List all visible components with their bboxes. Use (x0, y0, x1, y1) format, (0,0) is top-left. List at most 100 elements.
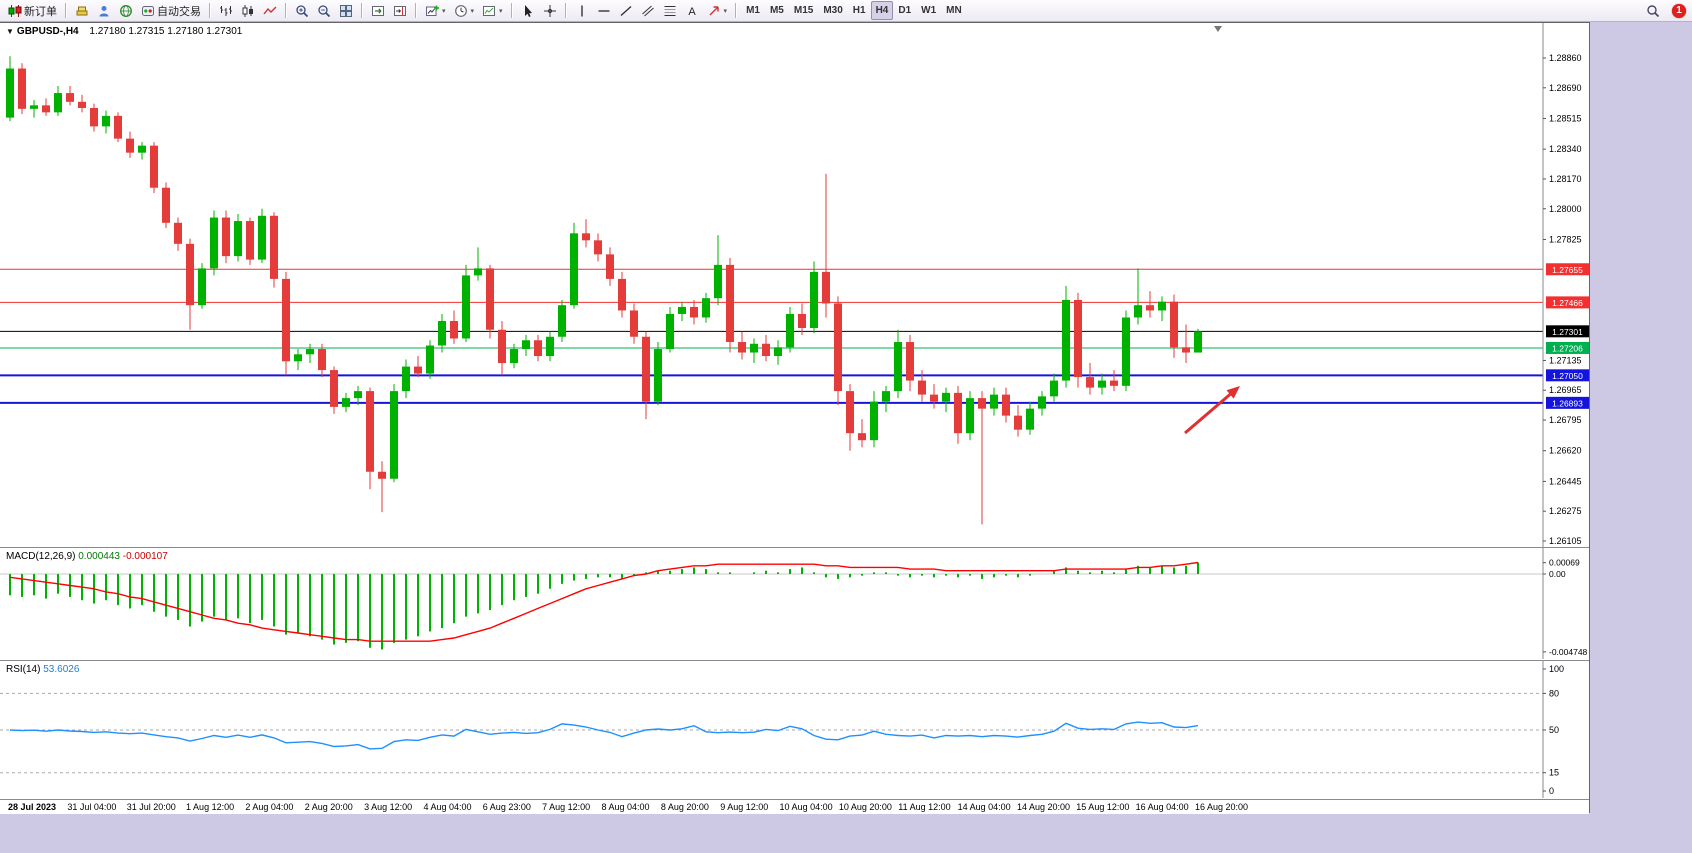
collapse-icon[interactable]: ▼ (6, 27, 14, 36)
community-button[interactable] (115, 1, 137, 20)
chart-shift-button[interactable] (389, 1, 411, 20)
rsi-label: RSI(14) 53.6026 (6, 664, 79, 675)
horizontal-line-button[interactable] (593, 1, 615, 20)
channel-icon (641, 4, 655, 18)
text-button[interactable]: A (681, 1, 703, 20)
arrows-button[interactable]: ▾ (703, 1, 732, 20)
rsi-panel: 100 80 50 15 0 RSI(14) 53.6026 (0, 660, 1589, 799)
profile-button[interactable] (93, 1, 115, 20)
time-label: 8 Aug 04:00 (601, 802, 650, 812)
candle (54, 93, 62, 113)
channel-button[interactable] (637, 1, 659, 20)
chartshift-icon (393, 4, 407, 18)
cursor-button[interactable] (517, 1, 539, 20)
candle (150, 145, 158, 188)
tf-h1-button[interactable]: H1 (848, 1, 871, 20)
tf-m30-button[interactable]: M30 (818, 1, 847, 20)
line-chart-button[interactable] (259, 1, 281, 20)
tf-h4-button[interactable]: H4 (870, 1, 894, 20)
price-tick-label: 1.26275 (1549, 506, 1582, 516)
tf-m15-button[interactable]: M15 (789, 1, 818, 20)
candle (774, 347, 782, 357)
price-tag-label: 1.26893 (1552, 398, 1583, 408)
candle (1110, 380, 1118, 386)
tf-m5-button[interactable]: M5 (765, 1, 789, 20)
macd-name: MACD(12,26,9) (6, 551, 76, 562)
tf-d1-button[interactable]: D1 (893, 1, 916, 20)
zoom-in-button[interactable] (291, 1, 313, 20)
time-axis[interactable]: 28 Jul 2023 31 Jul 04:00 31 Jul 20:00 1 Aug… (0, 799, 1589, 814)
time-label: 10 Aug 20:00 (838, 802, 892, 812)
time-label: 15 Aug 12:00 (1076, 802, 1130, 812)
candle (6, 68, 14, 118)
bar-chart-button[interactable] (215, 1, 237, 20)
templates-button[interactable]: ▾ (478, 1, 507, 20)
candle (366, 391, 374, 472)
vertical-line-button[interactable] (571, 1, 593, 20)
price-tick-label: 1.26445 (1549, 476, 1582, 486)
candle (18, 68, 26, 109)
candle (1014, 415, 1022, 430)
new-chart-button[interactable]: ▾ (421, 1, 450, 20)
auto-trading-button[interactable]: 自动交易 (137, 1, 205, 20)
price-tag (1546, 341, 1589, 354)
cursor-icon (521, 4, 535, 18)
candle-chart-button[interactable] (237, 1, 259, 20)
auto-scroll-button[interactable] (367, 1, 389, 20)
arrow-annotation[interactable] (1184, 389, 1235, 435)
tile-windows-button[interactable] (335, 1, 357, 20)
candle (414, 366, 422, 374)
time-label: 2 Aug 20:00 (304, 802, 353, 812)
dropdown-caret-icon: ▾ (442, 7, 446, 15)
candle (42, 105, 50, 113)
globe-icon (119, 4, 133, 18)
rsi-scale-label: 50 (1549, 725, 1559, 735)
tf-m30-label: M30 (823, 5, 843, 16)
zoom-out-button[interactable] (313, 1, 335, 20)
toolbar-separator (415, 3, 417, 18)
crosshair-button[interactable] (539, 1, 561, 20)
candle (462, 275, 470, 339)
candle (198, 268, 206, 306)
candle (126, 138, 134, 153)
clock-icon (454, 4, 468, 18)
tline-icon (619, 4, 633, 18)
periods-button[interactable]: ▾ (450, 1, 479, 20)
search-button[interactable] (1642, 0, 1664, 21)
arrow-annotation-head[interactable] (1226, 386, 1241, 399)
new-order-button[interactable]: 新订单 (4, 1, 61, 20)
candle (1038, 396, 1046, 409)
price-tag-label: 1.27301 (1552, 327, 1583, 337)
zoomout-icon (317, 4, 331, 18)
tf-w1-button[interactable]: W1 (916, 1, 941, 20)
candle (1062, 299, 1070, 381)
price-tick-label: 1.28515 (1549, 113, 1582, 123)
candle (714, 264, 722, 299)
layers-button[interactable] (71, 1, 93, 20)
tf-mn-button[interactable]: MN (941, 1, 967, 20)
candle (498, 329, 506, 364)
candle (1158, 301, 1166, 311)
zoomin-icon (295, 4, 309, 18)
rsi-scale-label: 0 (1549, 786, 1554, 796)
candle (762, 343, 770, 357)
candle (342, 398, 350, 407)
candle (354, 391, 362, 399)
chart-shift-marker[interactable] (1214, 26, 1222, 32)
candle (990, 394, 998, 409)
trendline-button[interactable] (615, 1, 637, 20)
price-tick-label: 1.26795 (1549, 415, 1582, 425)
rsi-scale-label: 80 (1549, 688, 1559, 698)
tf-m1-button[interactable]: M1 (741, 1, 765, 20)
candle (402, 366, 410, 392)
notification-badge[interactable]: 1 (1672, 3, 1686, 18)
macd-signal-line (9, 561, 1199, 642)
candle (738, 342, 746, 353)
symbol-label: ▼ GBPUSD-,H4 1.27180 1.27315 1.27180 1.27… (6, 26, 242, 37)
candle (822, 271, 830, 304)
fibonacci-button[interactable] (659, 1, 681, 20)
toolbar: 新订单 自动交易 ▾ ▾ ▾ A ▾ M1 M5 M15 M30 H1 H4 D1 W1 MN 1 (0, 0, 1692, 22)
candle (174, 222, 182, 244)
price-tick-label: 1.28860 (1549, 53, 1582, 63)
